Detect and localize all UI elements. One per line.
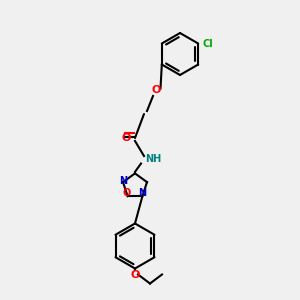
Text: NH: NH — [146, 154, 162, 164]
Text: O: O — [130, 269, 140, 280]
Text: O: O — [151, 85, 161, 95]
Text: Cl: Cl — [203, 38, 213, 49]
Text: O: O — [121, 133, 131, 143]
Text: N: N — [119, 176, 128, 187]
Text: O: O — [122, 188, 131, 198]
Text: N: N — [138, 188, 147, 198]
